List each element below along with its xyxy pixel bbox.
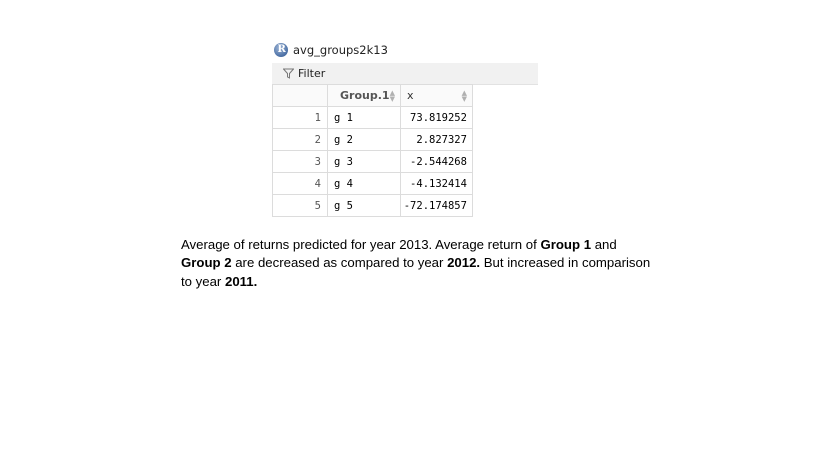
table-row[interactable]: 5 g 5 -72.174857 [272,194,473,217]
caption-bold-year-2012: 2012. [447,255,481,271]
filter-label: Filter [298,67,326,80]
table-row[interactable]: 3 g 3 -2.544268 [272,150,473,173]
row-index: 3 [272,150,328,173]
group-cell[interactable]: g 5 [327,194,401,217]
sort-arrows-icon[interactable]: ▲ ▼ [389,88,395,103]
group-cell[interactable]: g 3 [327,150,401,173]
caption-text: But increased in comparison to year [181,255,651,289]
row-index: 1 [272,106,328,129]
x-cell[interactable]: -2.544268 [399,150,473,173]
caption-bold-group1: Group 1 [540,237,592,252]
table-row[interactable]: 1 g 1 73.819252 [272,106,473,129]
caption-bold-group2: Group 2 [181,255,232,271]
data-table: Group.1 ▲ ▼ x ▲ ▼ 1 g 1 73.819252 2 g 2 2.… [272,84,473,217]
row-index: 5 [272,194,328,217]
group-cell[interactable]: g 1 [327,106,401,129]
group-cell[interactable]: g 4 [327,172,401,195]
x-cell[interactable]: -4.132414 [399,172,473,195]
table-header-row: Group.1 ▲ ▼ x ▲ ▼ [272,84,473,107]
analysis-caption: Average of returns predicted for year 20… [181,236,651,291]
column-header-label: Group.1 [340,89,390,102]
filter-button[interactable]: Filter [283,67,325,80]
viewer-toolbar: Filter [272,63,538,85]
sort-arrows-icon[interactable]: ▲ ▼ [461,88,467,103]
x-cell[interactable]: 73.819252 [399,106,473,129]
row-index: 2 [272,128,328,151]
row-index-header [272,84,328,107]
x-cell[interactable]: -72.174857 [399,194,473,217]
dataset-name: avg_groups2k13 [293,43,388,57]
table-row[interactable]: 2 g 2 2.827327 [272,128,473,151]
r-logo-icon: R [274,43,288,57]
group-cell[interactable]: g 2 [327,128,401,151]
caption-text: and [591,237,617,252]
table-row[interactable]: 4 g 4 -4.132414 [272,172,473,195]
filter-funnel-icon [283,68,294,79]
caption-bold-year-2011: 2011. [224,273,258,289]
caption-text: are decreased as compared to year [231,255,448,271]
column-header-x[interactable]: x ▲ ▼ [399,84,473,107]
data-viewer-title: R avg_groups2k13 [274,42,388,58]
caption-text: Average of returns predicted for year 20… [181,237,541,252]
column-header-label: x [406,89,414,102]
x-cell[interactable]: 2.827327 [399,128,473,151]
row-index: 4 [272,172,328,195]
column-header-group[interactable]: Group.1 ▲ ▼ [327,84,401,107]
